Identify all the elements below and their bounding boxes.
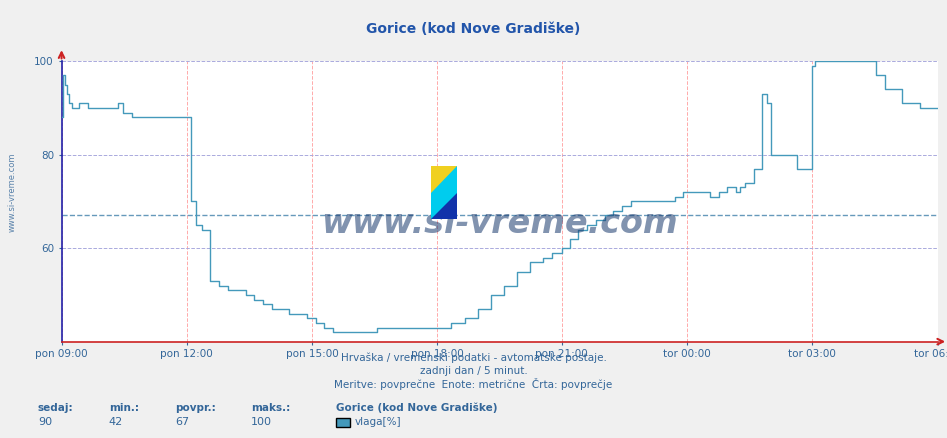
Text: Meritve: povprečne  Enote: metrične  Črta: povprečje: Meritve: povprečne Enote: metrične Črta:… bbox=[334, 378, 613, 390]
Text: Gorice (kod Nove Gradiške): Gorice (kod Nove Gradiške) bbox=[336, 403, 498, 413]
Polygon shape bbox=[431, 193, 457, 219]
Text: povpr.:: povpr.: bbox=[175, 403, 216, 413]
Text: 67: 67 bbox=[175, 417, 189, 427]
Polygon shape bbox=[431, 166, 457, 193]
Text: maks.:: maks.: bbox=[251, 403, 290, 413]
Text: sedaj:: sedaj: bbox=[38, 403, 74, 413]
Text: 42: 42 bbox=[109, 417, 123, 427]
Text: www.si-vreme.com: www.si-vreme.com bbox=[8, 153, 17, 233]
Text: 100: 100 bbox=[251, 417, 272, 427]
Polygon shape bbox=[431, 193, 457, 219]
Text: www.si-vreme.com: www.si-vreme.com bbox=[321, 208, 678, 240]
Text: vlaga[%]: vlaga[%] bbox=[355, 417, 402, 427]
Text: 90: 90 bbox=[38, 417, 52, 427]
Text: min.:: min.: bbox=[109, 403, 139, 413]
Polygon shape bbox=[431, 166, 457, 193]
Text: Hrvaška / vremenski podatki - avtomatske postaje.: Hrvaška / vremenski podatki - avtomatske… bbox=[341, 353, 606, 364]
Text: Gorice (kod Nove Gradiške): Gorice (kod Nove Gradiške) bbox=[366, 22, 581, 36]
Text: zadnji dan / 5 minut.: zadnji dan / 5 minut. bbox=[420, 367, 527, 377]
